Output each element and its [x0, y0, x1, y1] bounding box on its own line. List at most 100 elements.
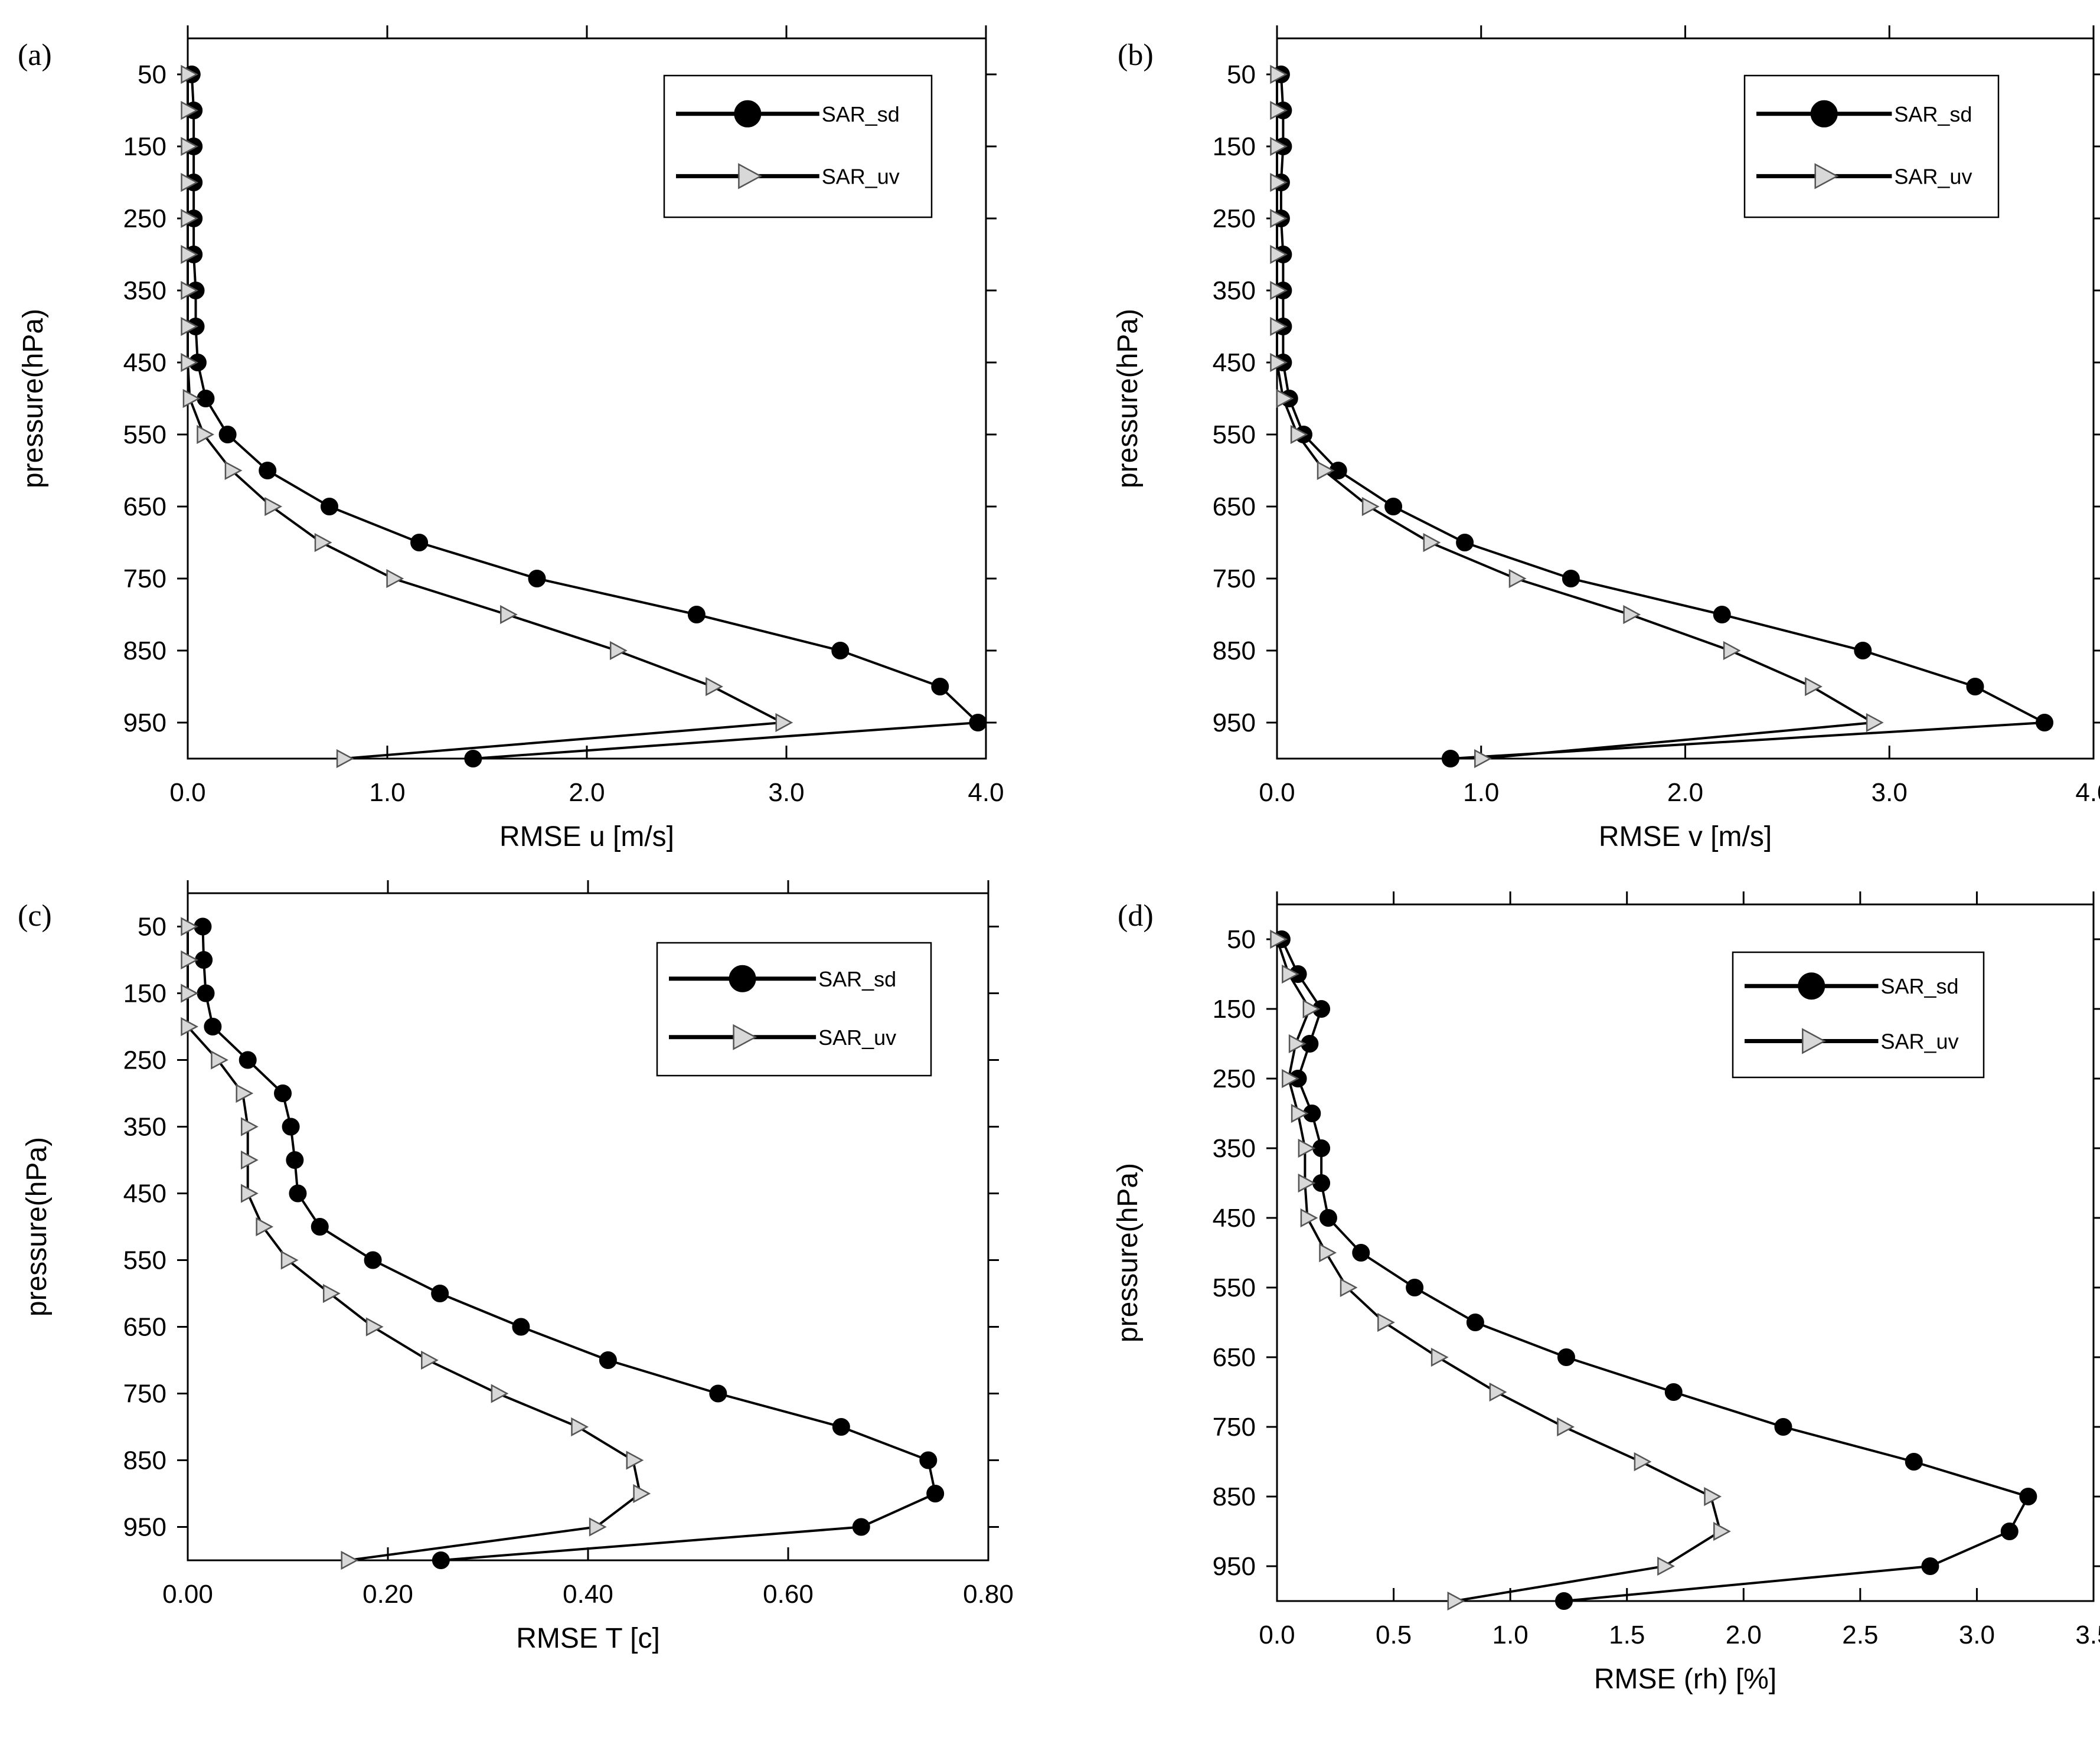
point-SAR_uv: [1508, 569, 1527, 589]
point-SAR_uv: [1282, 964, 1299, 984]
y-tick-label: 250: [1213, 204, 1256, 233]
y-tick-label: 50: [1227, 925, 1256, 954]
point-SAR_sd: [1466, 1314, 1484, 1331]
point-SAR_uv: [211, 1050, 228, 1070]
point-SAR_sd: [2036, 714, 2054, 731]
point-SAR_uv: [1423, 532, 1441, 553]
point-SAR_sd: [311, 1218, 329, 1236]
point-SAR_sd: [1456, 534, 1474, 551]
point-SAR_uv: [1270, 136, 1288, 156]
x-tick-label: 0.60: [763, 1580, 814, 1609]
y-tick-label: 450: [1213, 348, 1256, 377]
point-SAR_uv: [1866, 713, 1884, 733]
x-tick-label: 0.0: [169, 778, 205, 807]
point-SAR_sd: [1664, 1383, 1683, 1401]
point-SAR_uv: [1302, 999, 1321, 1019]
legend-marker-SAR_uv: [738, 163, 763, 190]
point-SAR_uv: [1298, 1173, 1316, 1193]
point-SAR_sd: [969, 714, 987, 731]
y-tick-label: 250: [1213, 1064, 1256, 1093]
y-tick-label: 950: [1213, 708, 1256, 737]
point-SAR_uv: [775, 713, 793, 733]
legend-box: [1743, 74, 2000, 218]
x-tick-label: 0.0: [1259, 1621, 1295, 1649]
panel-b: 0.0 1.0 2.0 3.0 4.0 50 150 250 350 450 550 650 750 85…: [1112, 25, 2100, 852]
y-tick-label: 150: [123, 979, 166, 1008]
point-SAR_uv: [181, 172, 199, 192]
y-tick-label: 150: [1213, 132, 1256, 161]
point-SAR_uv: [280, 1250, 299, 1270]
point-SAR_sd: [259, 462, 277, 479]
point-SAR_uv: [1270, 100, 1288, 120]
x-tick-label: 2.0: [1726, 1621, 1762, 1649]
point-SAR_sd: [204, 1018, 222, 1035]
y-axis-title: pressure(hPa): [21, 1137, 53, 1316]
y-tick-label: 650: [123, 1313, 166, 1342]
point-SAR_uv: [1291, 1103, 1309, 1123]
point-SAR_uv: [589, 1517, 607, 1537]
point-SAR_uv: [491, 1384, 509, 1403]
y-tick-label: 950: [123, 708, 166, 737]
point-SAR_uv: [421, 1350, 439, 1370]
panel-a: 0.0 1.0 2.0 3.0 4.0 50 150 250 350 450 550 650 750 85…: [18, 25, 1004, 852]
point-SAR_uv: [1270, 280, 1288, 300]
x-tick-label: 1.0: [1463, 778, 1499, 807]
x-axis-title: RMSE u [m/s]: [499, 821, 674, 852]
point-SAR_sd: [1384, 498, 1403, 515]
point-SAR_uv: [181, 208, 199, 228]
point-SAR_sd: [512, 1318, 530, 1336]
point-SAR_uv: [1623, 605, 1641, 625]
x-axis-title: RMSE (rh) [%]: [1594, 1664, 1776, 1695]
x-tick-label: 3.0: [768, 778, 804, 807]
point-SAR_uv: [1340, 1278, 1358, 1298]
y-tick-label: 950: [1213, 1552, 1256, 1581]
point-SAR_uv: [182, 388, 201, 409]
x-tick-label: 1.0: [1492, 1621, 1529, 1649]
point-SAR_uv: [264, 496, 283, 517]
point-SAR_uv: [256, 1217, 274, 1237]
y-tick-label: 450: [123, 1180, 166, 1208]
y-tick-label: 650: [1213, 1343, 1256, 1372]
panel-label: (b): [1118, 38, 1154, 72]
point-SAR_uv: [1270, 244, 1288, 264]
legend-label: SAR_sd: [1881, 974, 1959, 998]
y-tick-label: 650: [1213, 492, 1256, 521]
legend-marker-SAR_sd: [734, 100, 762, 128]
point-SAR_sd: [282, 1118, 300, 1136]
point-SAR_uv: [571, 1417, 589, 1437]
point-SAR_sd: [1406, 1279, 1424, 1296]
y-tick-label: 250: [123, 1046, 166, 1075]
series-line-SAR_uv: [187, 74, 787, 760]
point-SAR_uv: [1270, 64, 1288, 84]
x-tick-label: 0.00: [162, 1580, 213, 1609]
panel-label: (c): [18, 899, 52, 933]
point-SAR_uv: [1377, 1312, 1395, 1332]
y-tick-label: 550: [123, 420, 166, 449]
legend-box: [663, 74, 933, 218]
panel-label: (a): [18, 38, 52, 72]
x-axis-title: RMSE T [c]: [516, 1623, 660, 1654]
legend-label: SAR_uv: [1894, 164, 1972, 188]
point-SAR_uv: [181, 1017, 199, 1037]
point-SAR_uv: [1288, 1034, 1307, 1054]
point-SAR_uv: [1805, 677, 1823, 697]
point-SAR_uv: [322, 1283, 341, 1304]
point-SAR_sd: [197, 984, 215, 1002]
point-SAR_uv: [1447, 1591, 1465, 1611]
point-SAR_uv: [633, 1484, 651, 1504]
point-SAR_sd: [410, 534, 429, 551]
y-tick-label: 650: [123, 492, 166, 521]
point-SAR_sd: [931, 678, 949, 695]
x-tick-label: 4.0: [968, 778, 1004, 807]
point-SAR_uv: [500, 605, 518, 625]
point-SAR_uv: [1270, 316, 1288, 337]
point-SAR_sd: [528, 570, 546, 587]
point-SAR_sd: [1713, 606, 1731, 623]
x-tick-label: 1.0: [369, 778, 405, 807]
point-SAR_uv: [1298, 1138, 1316, 1158]
y-tick-label: 50: [138, 913, 166, 942]
panel-label: (d): [1118, 899, 1154, 933]
point-SAR_uv: [386, 569, 404, 589]
